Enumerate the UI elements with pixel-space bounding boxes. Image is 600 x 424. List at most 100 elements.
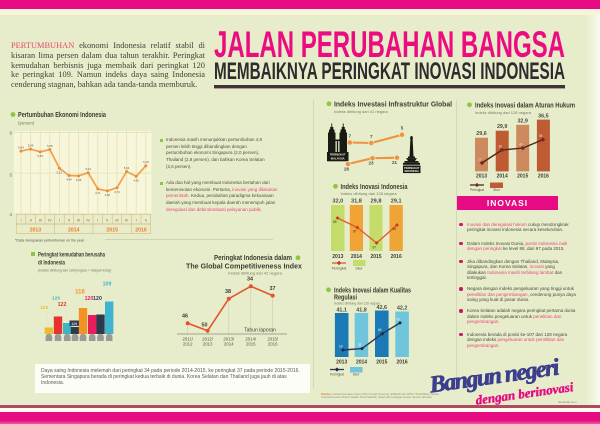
svg-text:56: 56 (539, 134, 543, 138)
svg-text:I: I (136, 219, 137, 223)
svg-text:4,94: 4,94 (66, 178, 72, 182)
svg-text:109: 109 (103, 282, 112, 288)
svg-text:MEMBAIKNYA PERINGKAT INOVASI I: MEMBAIKNYA PERINGKAT INOVASI INDONESIA (214, 58, 565, 85)
svg-text:88: 88 (393, 227, 397, 231)
svg-text:129: 129 (71, 322, 77, 326)
svg-text:23: 23 (368, 161, 374, 166)
svg-text:Indeks dihitung dari 128 negar: Indeks dihitung dari 128 negara (334, 301, 381, 306)
svg-text:38: 38 (225, 289, 231, 295)
svg-text:42,6: 42,6 (377, 305, 388, 311)
svg-text:Peringkat: Peringkat (470, 188, 484, 192)
svg-text:2016: 2016 (268, 342, 278, 347)
svg-text:5: 5 (401, 126, 404, 131)
svg-text:2013: 2013 (476, 174, 487, 180)
svg-text:2014/: 2014/ (245, 337, 257, 342)
svg-text:29,9: 29,9 (497, 124, 508, 130)
svg-text:Indeks Inovasi dalam Aturan Hu: Indeks Inovasi dalam Aturan Hukum (475, 102, 575, 109)
svg-text:2016: 2016 (538, 174, 549, 180)
svg-text:41,1: 41,1 (336, 308, 347, 314)
svg-text:120: 120 (85, 296, 94, 302)
svg-text:10: 10 (339, 345, 343, 349)
svg-text:PERINGKAT: PERINGKAT (330, 153, 346, 157)
svg-text:36,5: 36,5 (538, 114, 549, 120)
svg-text:2013: 2013 (30, 227, 42, 233)
svg-text:2016: 2016 (135, 227, 147, 233)
svg-text:126: 126 (52, 296, 60, 302)
svg-text:Tahun laporan: Tahun laporan (244, 328, 276, 334)
svg-text:4,74: 4,74 (114, 190, 120, 194)
svg-text:2015/: 2015/ (267, 337, 279, 342)
svg-text:Peringkat: Peringkat (332, 267, 347, 271)
svg-text:di Indonesia: di Indonesia (38, 260, 65, 267)
svg-text:The Global Competitiveness Ind: The Global Competitiveness Index (186, 264, 302, 271)
svg-text:2015: 2015 (517, 174, 528, 180)
svg-text:Indeks Investasi Infrastruktur: Indeks Investasi Infrastruktur Global (334, 101, 452, 108)
svg-text:46: 46 (519, 143, 523, 147)
svg-text:2015: 2015 (106, 227, 118, 233)
svg-text:4,92: 4,92 (133, 179, 139, 183)
svg-text:123: 123 (40, 305, 48, 311)
svg-text:79: 79 (396, 318, 400, 322)
svg-text:2014: 2014 (68, 227, 80, 233)
svg-text:5,04: 5,04 (124, 166, 130, 170)
svg-text:I: I (21, 219, 22, 223)
svg-text:Indeks dihitung dari 128 negar: Indeks dihitung dari 128 negara (341, 191, 398, 196)
svg-text:36: 36 (499, 145, 503, 149)
svg-text:JALAN PERUBAHAN BANGSA: JALAN PERUBAHAN BANGSA (214, 24, 565, 65)
svg-text:IV: IV (48, 219, 52, 223)
svg-text:2015: 2015 (376, 360, 387, 366)
svg-text:Peringkat: Peringkat (330, 373, 344, 377)
svg-text:Indeks Inovasi dalam Kualitas: Indeks Inovasi dalam Kualitas (334, 287, 411, 294)
svg-text:85: 85 (333, 220, 337, 224)
svg-text:II: II (30, 219, 32, 223)
svg-text:5: 5 (9, 173, 12, 178)
svg-text:64: 64 (378, 328, 382, 332)
svg-text:III: III (116, 219, 119, 223)
svg-text:32,0: 32,0 (332, 199, 343, 205)
svg-text:7: 7 (349, 134, 352, 139)
svg-text:2014: 2014 (224, 342, 234, 347)
svg-text:(Indeks dihitung dari 189 [neg: (Indeks dihitung dari 189 [negara + wila… (38, 269, 112, 273)
svg-text:5,18: 5,18 (143, 160, 149, 164)
svg-text:4,93: 4,93 (76, 178, 82, 182)
svg-text:II: II (68, 219, 70, 223)
svg-text:2013: 2013 (203, 342, 213, 347)
svg-text:120: 120 (93, 296, 102, 302)
svg-text:2012/: 2012/ (202, 337, 214, 342)
svg-text:41,8: 41,8 (356, 308, 367, 314)
svg-text:116: 116 (75, 290, 85, 296)
svg-text:MALAYSIA: MALAYSIA (331, 157, 345, 161)
svg-text:Skor: Skor (355, 267, 363, 271)
svg-text:5,01: 5,01 (85, 167, 91, 171)
svg-text:INDONESIA: INDONESIA (404, 169, 419, 173)
svg-text:6: 6 (9, 130, 12, 135)
svg-text:4,66: 4,66 (105, 193, 111, 197)
svg-text:29,1: 29,1 (391, 199, 402, 205)
svg-text:II: II (106, 219, 108, 223)
svg-text:2016: 2016 (397, 360, 408, 366)
svg-text:2014: 2014 (351, 254, 362, 260)
svg-text:2015: 2015 (370, 254, 381, 260)
svg-text:Indeks Inovasi Indonesia: Indeks Inovasi Indonesia (341, 182, 409, 191)
svg-text:2013: 2013 (336, 360, 347, 366)
svg-text:5,12: 5,12 (57, 170, 63, 174)
svg-text:III: III (77, 219, 80, 223)
svg-text:2013: 2013 (332, 254, 343, 260)
svg-text:46: 46 (182, 314, 188, 320)
svg-text:2014: 2014 (497, 174, 508, 180)
svg-text:Indeks dihitung dari 42 negara: Indeks dihitung dari 42 negara (228, 271, 283, 276)
svg-text:Indeks dihitung dari 41 negara: Indeks dihitung dari 41 negara (334, 109, 389, 114)
svg-text:Pertumbuhan Ekonomi Indonesia: Pertumbuhan Ekonomi Indonesia (18, 112, 106, 119)
svg-text:122: 122 (58, 302, 67, 308)
svg-text:IV: IV (125, 219, 129, 223)
svg-text:2013/: 2013/ (223, 337, 235, 342)
svg-text:Skor: Skor (493, 188, 501, 192)
svg-text:31,8: 31,8 (351, 199, 362, 205)
svg-text:2016: 2016 (391, 254, 402, 260)
svg-text:37: 37 (270, 286, 276, 292)
svg-text:(persen): (persen) (18, 121, 35, 126)
svg-text:7: 7 (370, 134, 373, 139)
svg-text:I: I (59, 219, 60, 223)
svg-text:5,54: 5,54 (18, 146, 24, 150)
svg-text:II: II (145, 219, 147, 223)
